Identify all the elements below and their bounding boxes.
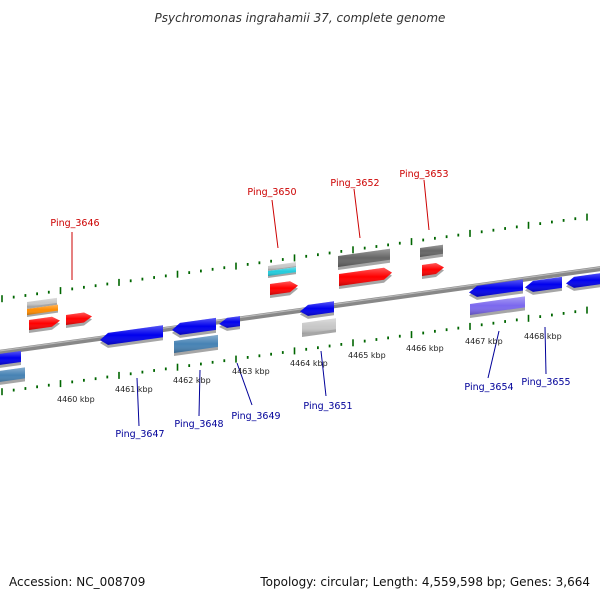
svg-text:Ping_3647: Ping_3647 (115, 429, 164, 440)
svg-text:Ping_3653: Ping_3653 (399, 169, 448, 180)
svg-text:Ping_3654: Ping_3654 (464, 382, 513, 393)
gene-ping-3653[interactable] (422, 263, 444, 279)
gene-label-ping-3650[interactable]: Ping_3650 (247, 187, 297, 249)
scale-label: 4462 kbp (173, 376, 211, 385)
svg-text:Ping_3649: Ping_3649 (231, 411, 280, 422)
scale-label: 4461 kbp (115, 385, 153, 394)
accession-text: Accession: NC_008709 (9, 575, 145, 589)
svg-text:Ping_3652: Ping_3652 (330, 178, 379, 189)
topology-text: Topology: circular; Length: 4,559,598 bp… (259, 575, 590, 589)
gene-ping-3646b[interactable] (66, 312, 92, 328)
scale-label: 4466 kbp (406, 344, 444, 353)
gene-label-ping-3651[interactable]: Ping_3651 (303, 350, 353, 412)
gene-ping-3653-gray[interactable] (420, 244, 443, 260)
gene-ping-3644[interactable] (0, 350, 21, 368)
gene-ping-3652-gray[interactable] (338, 248, 390, 270)
genome-backbone-highlight (0, 266, 600, 352)
gene-label-ping-3647[interactable]: Ping_3647 (115, 377, 165, 440)
scale-label: 4465 kbp (348, 351, 386, 360)
gene-features (0, 244, 600, 386)
gene-ping-3646-orange[interactable] (27, 304, 58, 317)
gene-ping-3648-steel[interactable] (174, 334, 218, 356)
gene-ping-3644-steel[interactable] (0, 367, 25, 386)
gene-label-ping-3654[interactable]: Ping_3654 (464, 330, 514, 393)
gene-label-ping-3652[interactable]: Ping_3652 (330, 178, 380, 239)
svg-text:Ping_3655: Ping_3655 (521, 377, 570, 388)
gene-ping-3646[interactable] (29, 316, 60, 333)
scale-label: 4463 kbp (232, 367, 270, 376)
gene-ping-3654[interactable] (469, 279, 523, 300)
scale-label: 4460 kbp (57, 395, 95, 404)
scale-label: 4464 kbp (290, 359, 328, 368)
gene-ping-3650-silver[interactable] (268, 262, 296, 271)
svg-text:Ping_3650: Ping_3650 (247, 187, 296, 198)
scale-labels: 4460 kbp 4461 kbp 4462 kbp 4463 kbp 4464… (57, 332, 562, 404)
gene-ping-3647[interactable] (100, 325, 163, 348)
gene-labels: Ping_3646 Ping_3650 Ping_3652 Ping_3653 … (50, 169, 570, 440)
gene-label-ping-3653[interactable]: Ping_3653 (399, 169, 449, 231)
scale-label: 4468 kbp (524, 332, 562, 341)
svg-text:Ping_3651: Ping_3651 (303, 401, 352, 412)
gene-ping-3656[interactable] (566, 272, 600, 291)
gene-label-ping-3646[interactable]: Ping_3646 (50, 218, 100, 280)
gene-ping-3655[interactable] (525, 276, 562, 295)
gene-ping-3646-silver[interactable] (27, 297, 57, 309)
svg-text:Ping_3648: Ping_3648 (174, 419, 223, 430)
genome-backbone (0, 266, 600, 355)
gene-ping-3651-silver[interactable] (302, 318, 336, 337)
gene-ping-3650[interactable] (270, 281, 298, 298)
tick-marks (1, 213, 588, 396)
gene-ping-3650-cyan[interactable] (268, 267, 296, 278)
gene-ping-3649[interactable] (219, 316, 240, 331)
gene-label-ping-3655[interactable]: Ping_3655 (521, 326, 571, 388)
scale-label: 4467 kbp (465, 337, 503, 346)
gene-label-ping-3649[interactable]: Ping_3649 (231, 362, 281, 422)
svg-text:Ping_3646: Ping_3646 (50, 218, 99, 229)
gene-ping-3651[interactable] (300, 301, 334, 319)
gene-ping-3648[interactable] (172, 317, 216, 338)
gene-ping-3652[interactable] (339, 267, 392, 289)
gene-ping-3654-purple[interactable] (470, 296, 525, 318)
map-title: Psychromonas ingrahamii 37, complete gen… (155, 11, 446, 25)
gene-label-ping-3648[interactable]: Ping_3648 (174, 369, 224, 430)
